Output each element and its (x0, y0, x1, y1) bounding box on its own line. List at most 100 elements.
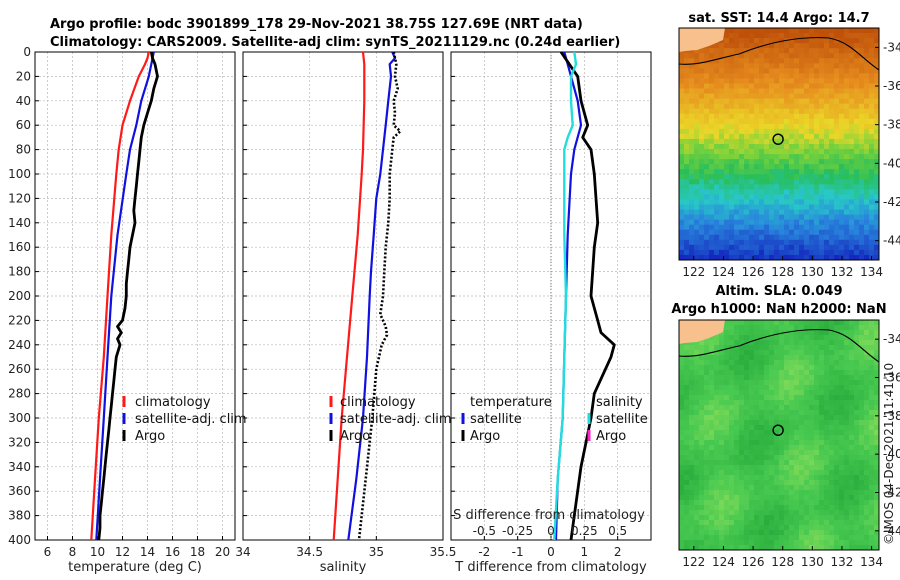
map-cell (844, 108, 850, 115)
map-cell (759, 159, 765, 165)
map-cell (769, 78, 775, 84)
x-tick-label: 14 (140, 545, 155, 559)
map-cell (824, 465, 830, 471)
map-cell (804, 43, 810, 49)
map-cell (729, 249, 735, 256)
map-cell (809, 219, 815, 226)
map-cell (729, 73, 735, 79)
map-cell (689, 535, 695, 541)
map-cell (804, 525, 810, 531)
map-cell (724, 33, 730, 39)
map-cell (784, 219, 790, 226)
map-cell (729, 33, 735, 39)
map-cell (849, 199, 855, 205)
legend-label-temp-argo: Argo (470, 429, 500, 444)
map-cell (864, 244, 870, 251)
map-cell (784, 480, 790, 486)
map-cell (744, 415, 750, 421)
map-cell (859, 455, 865, 461)
map-cell (709, 490, 715, 496)
map-cell (814, 199, 820, 205)
map-cell (699, 430, 705, 436)
map-cell (874, 144, 879, 150)
map-cell (794, 78, 800, 84)
map-cell (759, 138, 765, 145)
map-x-tick-label: 132 (831, 555, 854, 569)
map-cell (829, 455, 835, 461)
map-cell (704, 380, 710, 386)
map-cell (854, 435, 860, 441)
map-cell (719, 455, 725, 461)
map-cell (854, 355, 860, 361)
map-cell (714, 540, 720, 546)
map-cell (869, 355, 875, 361)
map-cell (824, 43, 830, 49)
map-cell (809, 234, 815, 241)
map-cell (694, 229, 700, 236)
map-cell (719, 475, 725, 481)
map-cell (774, 48, 780, 54)
map-cell (849, 490, 855, 496)
legend-title-salinity: salinity (596, 395, 643, 410)
map-cell (739, 43, 745, 49)
map-cell (814, 485, 820, 491)
map-cell (719, 133, 725, 140)
map-cell (874, 103, 879, 110)
map-cell (709, 410, 715, 416)
map-cell (839, 415, 845, 421)
map-cell (824, 128, 830, 135)
map-cell (779, 460, 785, 466)
map-cell (794, 88, 800, 94)
map-cell (839, 405, 845, 411)
map-cell (714, 249, 720, 256)
map-cell (869, 540, 875, 546)
map-cell (769, 63, 775, 69)
map-cell (699, 154, 705, 160)
map-cell (739, 254, 745, 260)
map-cell (804, 88, 810, 94)
map-cell (754, 495, 760, 501)
map-cell (729, 445, 735, 451)
map-cell (684, 480, 690, 486)
map-cell (784, 320, 790, 326)
map-cell (749, 194, 755, 200)
secondary-x-tick-label: -0.25 (502, 524, 533, 538)
map-cell (709, 370, 715, 376)
map-cell (694, 194, 700, 200)
map-cell (739, 103, 745, 110)
map-cell (739, 234, 745, 241)
map-cell (724, 234, 730, 241)
map-cell (829, 325, 835, 331)
map-cell (804, 335, 810, 341)
map-cell (804, 420, 810, 426)
map-cell (809, 88, 815, 94)
map-cell (799, 445, 805, 451)
map-cell (854, 199, 860, 205)
map-cell (814, 535, 820, 541)
map-cell (679, 380, 685, 386)
map-cell (804, 455, 810, 461)
map-cell (684, 365, 690, 371)
map-cell (714, 98, 720, 105)
map-cell (789, 435, 795, 441)
map-cell (754, 500, 760, 506)
map-cell (714, 209, 720, 216)
map-cell (774, 465, 780, 471)
map-cell (874, 108, 879, 115)
map-cell (699, 244, 705, 251)
map-cell (819, 455, 825, 461)
map-cell (789, 133, 795, 140)
map-cell (734, 515, 740, 521)
map-cell (874, 335, 879, 341)
map-cell (809, 224, 815, 231)
map-cell (719, 73, 725, 79)
map-cell (729, 340, 735, 346)
map-cell (699, 93, 705, 100)
map-cell (849, 375, 855, 381)
map-cell (699, 254, 705, 260)
map-cell (809, 420, 815, 426)
map-cell (754, 219, 760, 226)
map-cell (809, 123, 815, 130)
map-cell (844, 204, 850, 210)
map-cell (794, 465, 800, 471)
